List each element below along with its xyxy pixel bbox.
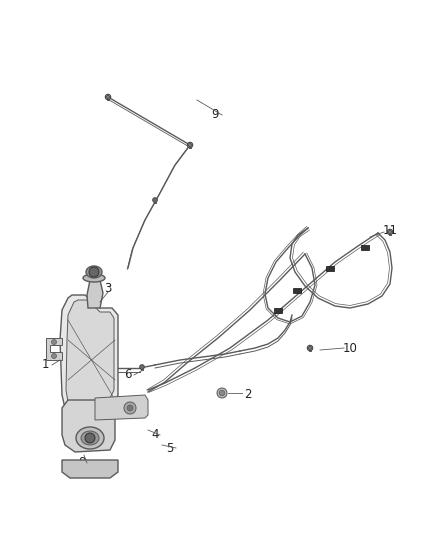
Circle shape [140,365,144,369]
Polygon shape [62,460,118,478]
Circle shape [188,143,191,147]
Polygon shape [66,300,114,410]
Text: 11: 11 [382,223,398,237]
Polygon shape [309,350,311,351]
Polygon shape [46,338,62,360]
Bar [274,308,282,312]
Bar [361,245,369,249]
Circle shape [307,345,313,351]
Polygon shape [389,234,391,235]
Circle shape [308,346,311,350]
Text: 5: 5 [166,441,174,455]
Polygon shape [87,280,103,308]
Circle shape [219,390,225,395]
Text: 6: 6 [124,368,132,382]
Circle shape [154,199,156,201]
Polygon shape [60,295,118,418]
Polygon shape [62,400,115,452]
Circle shape [52,353,57,359]
Polygon shape [189,147,191,148]
Circle shape [153,198,157,202]
Ellipse shape [86,266,102,278]
Text: 9: 9 [211,109,219,122]
Text: 3: 3 [104,281,112,295]
Circle shape [389,230,392,233]
Circle shape [217,388,227,398]
Circle shape [85,433,95,443]
Ellipse shape [83,274,105,282]
Polygon shape [107,99,109,100]
Text: 2: 2 [244,389,252,401]
Polygon shape [154,202,156,203]
Circle shape [89,267,99,277]
Circle shape [52,340,57,344]
Text: 1: 1 [41,359,49,372]
Bar [326,265,334,271]
Circle shape [187,142,193,148]
Circle shape [127,405,133,411]
Circle shape [106,95,110,99]
Circle shape [141,366,143,368]
Ellipse shape [76,427,104,449]
Text: 8: 8 [78,456,86,470]
Bar [293,287,301,293]
Text: 4: 4 [151,429,159,441]
Circle shape [105,94,111,100]
Circle shape [124,402,136,414]
Ellipse shape [81,431,99,445]
Polygon shape [95,395,148,420]
Circle shape [387,229,393,235]
Text: 10: 10 [343,342,357,354]
Polygon shape [141,369,143,370]
